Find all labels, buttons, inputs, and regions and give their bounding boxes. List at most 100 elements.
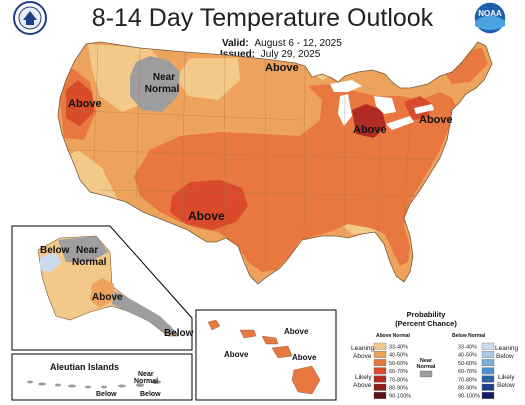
legend-title-line1: Probability — [407, 310, 447, 319]
lake-superior — [330, 80, 362, 92]
label-near-normal-line2: Normal — [145, 84, 180, 95]
legend-below-label-1: 33-40% — [458, 345, 477, 351]
noaa-logo-icon: NOAA — [473, 1, 507, 35]
region-northern-plains-leaning — [176, 58, 240, 100]
label-alaska-below: Below — [40, 245, 70, 256]
label-aleutian-title: Aleutian Islands — [50, 362, 119, 372]
legend-near-normal-line1: Near — [420, 358, 433, 364]
legend-below-label-3: 50-60% — [458, 361, 477, 367]
legend-below-label-4: 60-70% — [458, 369, 477, 375]
lake-erie — [386, 116, 414, 130]
legend-below-swatch-6 — [481, 383, 495, 391]
region-pnw-core — [66, 80, 94, 126]
region-near-normal — [130, 56, 180, 112]
issued-label: Issued: — [220, 49, 256, 60]
legend-above-swatch-7 — [373, 392, 387, 399]
legend-above-swatch-6 — [373, 383, 387, 391]
department-of-commerce-seal-icon — [13, 1, 47, 35]
legend: Probability (Percent Chance) Above Norma… — [351, 310, 519, 400]
legend-above-swatch-2 — [373, 351, 387, 358]
valid-line: Valid: August 6 - 12, 2025 — [222, 38, 342, 49]
region-great-lakes-core — [352, 104, 386, 138]
region-new-england-likely — [440, 48, 488, 84]
legend-likely-below-line2: Below — [497, 382, 515, 389]
legend-above-label-5: 70-80% — [389, 377, 408, 383]
label-aleutian-below-1: Below — [96, 391, 117, 398]
alaska-near-normal-southeast — [112, 290, 178, 334]
hawaii-kauai — [207, 319, 221, 331]
valid-label: Valid: — [222, 38, 249, 49]
legend-above-label-6: 80-90% — [389, 386, 408, 392]
legend-below-swatch-2 — [481, 351, 495, 358]
lake-ontario — [414, 104, 434, 114]
legend-below-label-6: 80-90% — [458, 386, 477, 392]
label-above-great-lakes: Above — [353, 124, 387, 136]
legend-below-label-7: 90-100% — [458, 394, 480, 400]
hawaii-oahu — [239, 329, 257, 339]
label-near-normal-line1: Near — [153, 72, 175, 83]
legend-below-scale: 33-40% 40-50% 50-60% 60-70% 70-80% 80-90% 90-1… — [458, 342, 495, 400]
legend-below-swatch-3 — [481, 359, 495, 367]
legend-likely-below-line1: Likely — [498, 374, 515, 381]
legend-likely-above-line1: Likely — [355, 374, 372, 381]
legend-above-swatch-5 — [373, 375, 387, 383]
legend-below-swatch-5 — [481, 375, 495, 383]
legend-above-label-2: 40-50% — [389, 353, 408, 359]
page-title: 8-14 Day Temperature Outlook — [91, 4, 434, 32]
legend-below-swatch-7 — [481, 392, 495, 399]
legend-above-label-1: 33-40% — [389, 345, 408, 351]
noaa-logo-text: NOAA — [478, 9, 502, 18]
conus-map: Above Near Normal Above Above Above Abov… — [57, 41, 493, 285]
legend-title-line2: (Percent Chance) — [395, 319, 457, 328]
label-hawaii-above-3: Above — [292, 353, 317, 362]
legend-leaning-below-line1: Leaning — [495, 345, 519, 352]
legend-near-normal-swatch — [419, 370, 433, 378]
legend-leaning-above-line1: Leaning — [351, 345, 375, 352]
label-hawaii-above-2: Above — [224, 350, 249, 359]
legend-near-normal-line2: Normal — [417, 364, 436, 370]
legend-above-swatch-4 — [373, 367, 387, 375]
alaska-near-normal-north — [58, 236, 108, 262]
legend-leaning-below-line2: Below — [496, 353, 514, 360]
legend-above-label-3: 50-60% — [389, 361, 408, 367]
legend-below-swatch-1 — [481, 342, 495, 350]
aleutian-islands — [27, 380, 161, 389]
label-alaska-below-southeast: Below — [164, 328, 194, 339]
legend-above-swatch-1 — [373, 342, 387, 350]
alaska-leaning-below — [40, 252, 62, 272]
label-hawaii-above-1: Above — [284, 327, 309, 336]
conus-outline — [57, 41, 493, 285]
hawaii-big-island — [291, 365, 321, 395]
alaska-inset: Below Near Normal Above Below — [11, 225, 194, 351]
label-above-northeast: Above — [419, 114, 453, 126]
legend-below-label-5: 70-80% — [458, 377, 477, 383]
legend-below-swatch-4 — [481, 367, 495, 375]
state-boundaries — [59, 43, 441, 273]
label-above-north: Above — [265, 62, 299, 74]
alaska-above-core — [90, 278, 114, 308]
legend-below-label-2: 40-50% — [458, 353, 477, 359]
aleutian-inset: Aleutian Islands Near Normal Below Below — [11, 353, 193, 401]
label-aleutian-near-line1: Near — [138, 371, 154, 378]
hawaii-molokai — [261, 335, 279, 345]
label-above-pnw: Above — [68, 98, 102, 110]
hawaii-maui — [271, 345, 293, 359]
label-alaska-above: Above — [92, 292, 123, 303]
legend-above-label-7: 90-100% — [389, 394, 411, 400]
legend-above-swatch-3 — [373, 359, 387, 367]
issued-line: Issued: July 29, 2025 — [220, 49, 320, 60]
legend-above-label-4: 60-70% — [389, 369, 408, 375]
label-aleutian-near-line2: Normal — [134, 378, 158, 385]
valid-value: August 6 - 12, 2025 — [254, 38, 342, 49]
issued-value: July 29, 2025 — [260, 49, 321, 60]
legend-above-scale: 33-40% 40-50% 50-60% 60-70% 70-80% 80-90% 90-1… — [373, 342, 411, 400]
legend-likely-above-line2: Above — [353, 382, 372, 389]
legend-leaning-above-line2: Above — [353, 353, 372, 360]
legend-below-header: Below Normal — [452, 333, 486, 339]
label-alaska-near-line2: Normal — [72, 257, 107, 268]
hawaii-inset: Above Above Above — [195, 309, 337, 401]
label-alaska-near-line1: Near — [76, 245, 98, 256]
lake-huron — [374, 96, 396, 114]
